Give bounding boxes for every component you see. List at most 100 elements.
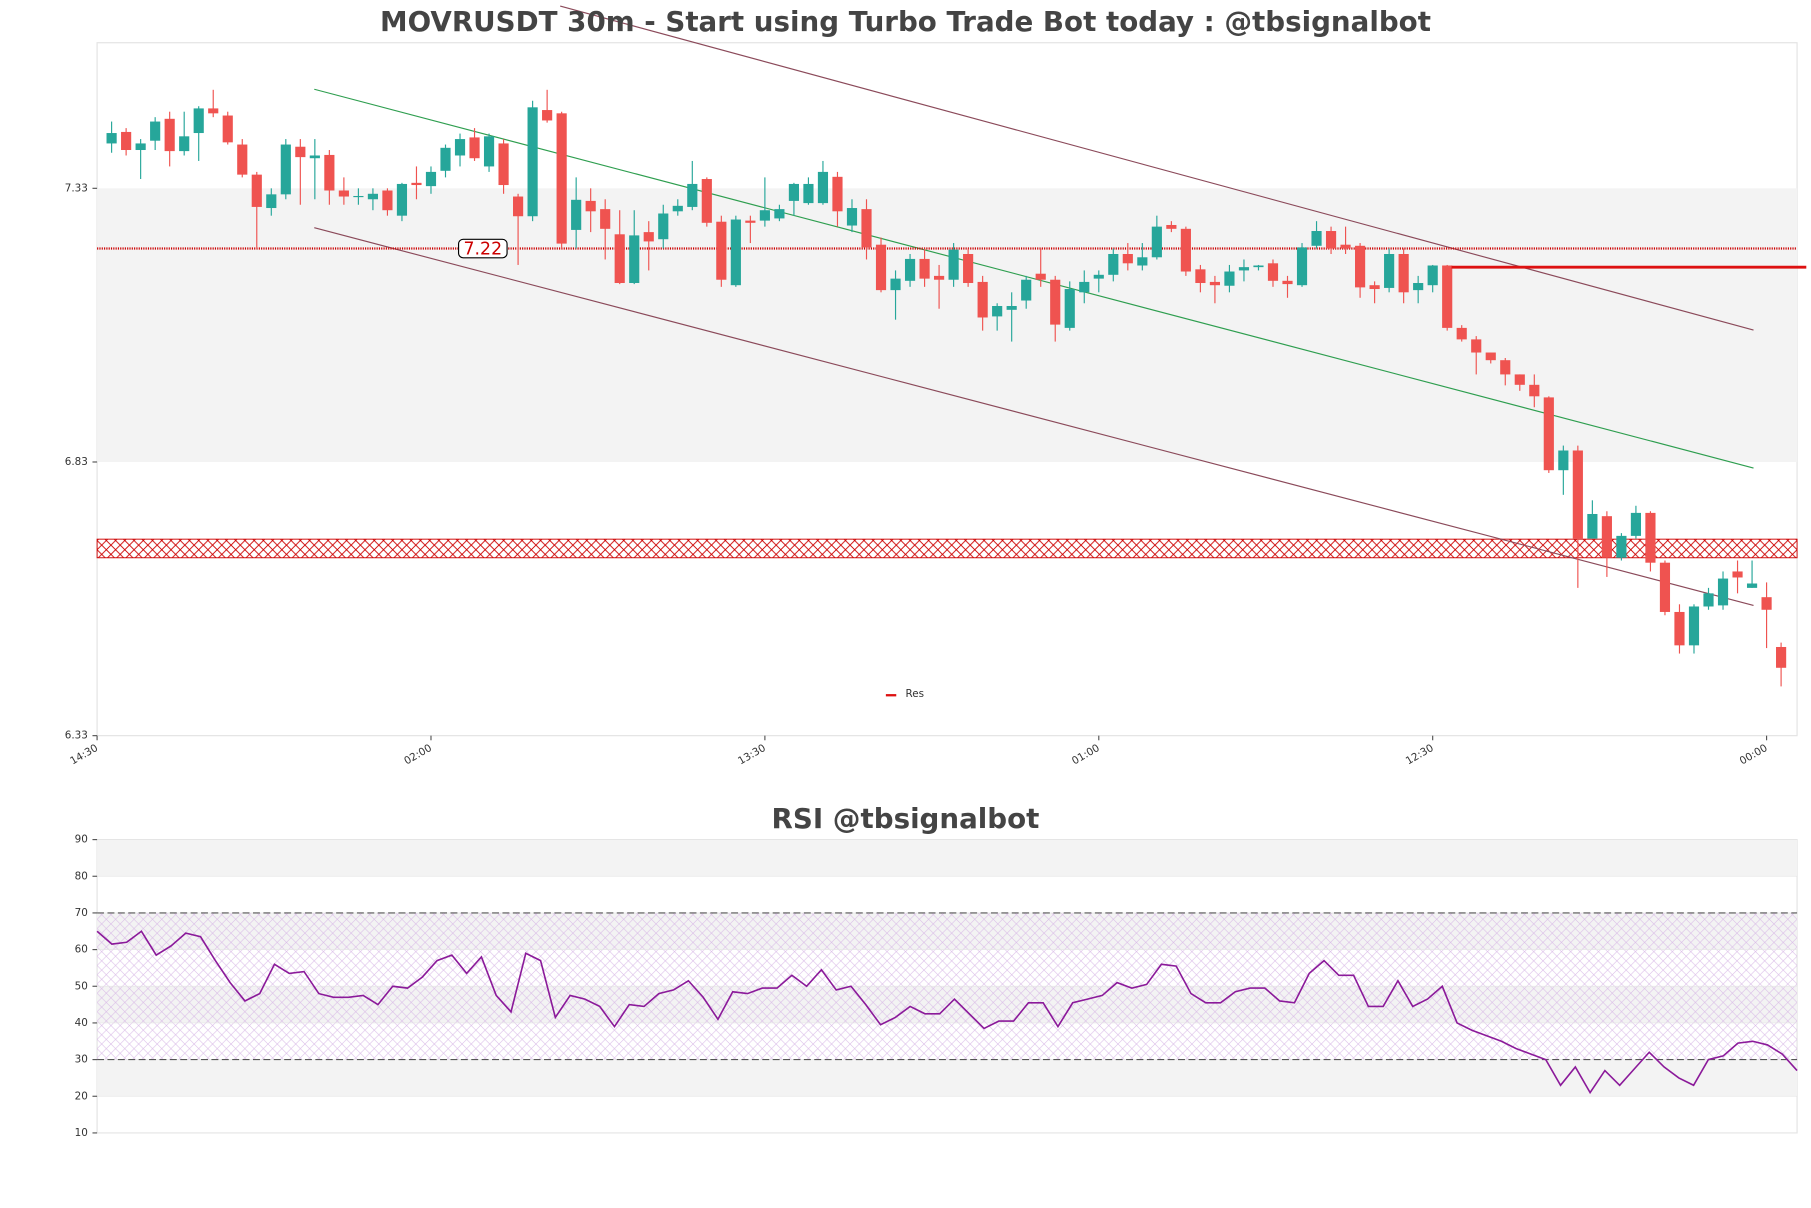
legend-label: Res [906, 688, 925, 700]
y-tick-label: 10 [75, 1127, 88, 1139]
candle-body [454, 139, 466, 156]
candle-body [1674, 611, 1685, 646]
trend-line [314, 227, 1754, 606]
candle-body [1224, 271, 1235, 286]
candle-body [1398, 254, 1409, 293]
candle-body [1122, 254, 1133, 264]
candle-body [701, 179, 712, 223]
candle-body [1282, 280, 1293, 285]
candle-body [1703, 593, 1714, 607]
candle-body [1137, 257, 1148, 266]
y-tick-label: 40 [75, 1017, 88, 1029]
candle-body [121, 131, 132, 151]
candle-body [1340, 244, 1351, 249]
candle-body [1558, 450, 1569, 471]
candle-body [1209, 281, 1221, 286]
chart-title: MOVRUSDT 30m - Start using Turbo Trade B… [380, 5, 1431, 38]
rsi-title: RSI @tbsignalbot [772, 802, 1040, 835]
y-tick-label: 70 [75, 907, 88, 919]
price-label-box [457, 238, 508, 259]
y-tick-label: 30 [75, 1054, 88, 1066]
candle-body [542, 110, 553, 121]
candle-body [440, 147, 451, 171]
rsi-band [97, 1059, 1798, 1097]
candle-body [1296, 247, 1308, 286]
candle-body [367, 193, 378, 200]
y-tick-label: 20 [75, 1090, 88, 1102]
candle-body [1456, 327, 1467, 340]
candle-body [745, 220, 756, 223]
candle-body [1093, 274, 1104, 279]
candle-body [948, 249, 959, 280]
candle-body [614, 234, 625, 284]
candle-body [469, 137, 480, 159]
candle-body [106, 133, 117, 144]
candle-body [1485, 352, 1496, 361]
candle-body [600, 209, 611, 229]
candle-body [1761, 597, 1772, 610]
candle-body [672, 205, 683, 212]
y-tick-label: 90 [75, 834, 88, 846]
candle-body [353, 195, 364, 198]
candle-body [1384, 254, 1395, 288]
candle-body [934, 275, 945, 280]
candle-body [1746, 583, 1758, 588]
candle-body [1355, 245, 1366, 288]
x-tick-label: 12:30 [1404, 742, 1436, 767]
candle-body [1630, 512, 1642, 536]
candle-body [164, 118, 175, 152]
candle-body [527, 107, 538, 217]
candle-body [1732, 571, 1743, 578]
x-tick-label: 02:00 [402, 742, 434, 767]
candle-body [992, 305, 1003, 317]
candle-body [222, 115, 233, 143]
candle-body [237, 144, 248, 175]
candle-body [1035, 273, 1046, 280]
candle-body [1500, 360, 1511, 375]
y-tick-label: 7.33 [65, 182, 88, 194]
candle-body [846, 208, 858, 226]
candle-body [1050, 279, 1061, 325]
candle-body [396, 183, 408, 216]
x-tick-label: 00:00 [1738, 742, 1770, 767]
candle-body [1514, 374, 1525, 385]
candle-body [1776, 646, 1787, 668]
candle-body [556, 113, 567, 244]
candle-body [1267, 263, 1279, 281]
candle-body [585, 200, 596, 212]
candle-body [1413, 283, 1424, 291]
x-tick-label: 01:00 [1070, 742, 1102, 767]
range-band [97, 188, 1798, 462]
candle-body [251, 174, 262, 207]
candle-body [919, 258, 930, 279]
candle-body [1659, 562, 1671, 612]
candle-body [1427, 265, 1438, 286]
x-tick-label: 13:30 [736, 742, 768, 767]
candle-body [324, 154, 335, 191]
candle-body [382, 190, 393, 211]
candle-body [716, 221, 727, 280]
candle-body [963, 254, 974, 284]
candle-body [1645, 512, 1656, 563]
candle-body [1616, 535, 1627, 558]
candle-body [629, 235, 640, 284]
price-label: 7.22 [457, 238, 508, 260]
candle-body [135, 143, 146, 151]
candle-body [977, 281, 988, 318]
y-tick-label: 6.83 [65, 456, 88, 468]
candle-body [861, 209, 872, 248]
rsi-band [97, 839, 1798, 877]
support-zone [96, 538, 1798, 559]
candle-body [788, 183, 799, 201]
y-tick-label: 50 [75, 980, 88, 992]
candle-body [890, 278, 901, 291]
candle-body [1688, 606, 1700, 646]
candle-body [266, 194, 277, 209]
candle-body [759, 210, 770, 221]
candle-body [1006, 305, 1017, 310]
candle-body [1543, 397, 1554, 471]
candle-body [1717, 578, 1729, 606]
rsi-line [96, 930, 1798, 1095]
candle-body [295, 146, 306, 158]
